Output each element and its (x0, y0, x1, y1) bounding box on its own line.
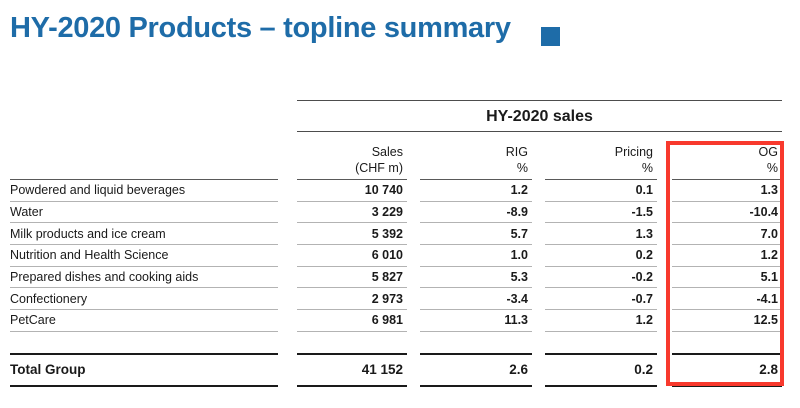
row-rig-value: -8.9 (420, 202, 532, 224)
column-header-label: OG (758, 145, 778, 159)
column-header-label: Pricing (614, 145, 653, 159)
row-rig-value: 1.2 (420, 180, 532, 202)
row-label: Prepared dishes and cooking aids (10, 267, 278, 289)
row-og-value: -10.4 (672, 202, 782, 224)
table-header-top-rule (297, 100, 782, 101)
row-pricing-value: -0.7 (545, 288, 657, 311)
row-label: PetCare (10, 310, 278, 332)
row-pricing-value: 0.2 (545, 245, 657, 267)
row-sales-value: 5 392 (297, 223, 407, 246)
row-sales-value: 6 010 (297, 245, 407, 267)
row-pricing-value: -1.5 (545, 202, 657, 224)
column-header-sub: % (641, 161, 653, 175)
og-column-highlight-box (666, 141, 784, 386)
table-row: Powdered and liquid beverages 10 740 1.2… (10, 180, 782, 202)
total-og-value: 2.8 (672, 352, 782, 388)
table-header-bottom-rule (297, 131, 782, 132)
table-row: Confectionery 2 973 -3.4 -0.7 -4.1 (10, 288, 782, 311)
table-row: PetCare 6 981 11.3 1.2 12.5 (10, 310, 782, 332)
row-sales-value: 10 740 (297, 180, 407, 202)
column-header-sub: % (516, 161, 528, 175)
row-rig-value: 5.3 (420, 267, 532, 289)
row-rig-value: 5.7 (420, 223, 532, 246)
column-header-label: RIG (505, 145, 528, 159)
row-label: Nutrition and Health Science (10, 245, 278, 267)
row-rig-value: 11.3 (420, 310, 532, 332)
column-header-sub: (CHF m) (355, 161, 403, 175)
row-og-value: 5.1 (672, 267, 782, 289)
table-body: Powdered and liquid beverages 10 740 1.2… (10, 180, 782, 388)
row-og-value: 1.3 (672, 180, 782, 202)
row-og-value: 7.0 (672, 223, 782, 246)
title-accent-square (541, 27, 560, 46)
row-label: Confectionery (10, 288, 278, 311)
column-header-og: OG % (672, 131, 782, 180)
row-sales-value: 6 981 (297, 310, 407, 332)
column-header-sales: Sales (CHF m) (297, 131, 407, 180)
column-header-pricing: Pricing % (545, 131, 657, 180)
table-column-headers: Sales (CHF m) RIG % Pricing % OG % (10, 131, 782, 180)
total-label: Total Group (10, 352, 278, 388)
row-label: Water (10, 202, 278, 224)
row-og-value: -4.1 (672, 288, 782, 311)
row-pricing-value: -0.2 (545, 267, 657, 289)
column-header-label: Sales (371, 145, 403, 159)
table-total-row: Total Group 41 152 2.6 0.2 2.8 (10, 352, 782, 388)
row-label: Powdered and liquid beverages (10, 180, 278, 202)
row-og-value: 1.2 (672, 245, 782, 267)
table-row: Prepared dishes and cooking aids 5 827 5… (10, 267, 782, 289)
row-rig-value: -3.4 (420, 288, 532, 311)
row-pricing-value: 1.2 (545, 310, 657, 332)
total-pricing-value: 0.2 (545, 352, 657, 388)
page-title: HY-2020 Products – topline summary (10, 12, 511, 44)
column-header-empty (10, 131, 278, 180)
row-pricing-value: 0.1 (545, 180, 657, 202)
column-header-sub: % (766, 161, 778, 175)
table-row: Nutrition and Health Science 6 010 1.0 0… (10, 245, 782, 267)
table-row: Milk products and ice cream 5 392 5.7 1.… (10, 223, 782, 246)
table-group-header: HY-2020 sales (486, 108, 593, 125)
total-rig-value: 2.6 (420, 352, 532, 388)
total-sales-value: 41 152 (297, 352, 407, 388)
row-sales-value: 5 827 (297, 267, 407, 289)
row-rig-value: 1.0 (420, 245, 532, 267)
row-sales-value: 3 229 (297, 202, 407, 224)
table-row: Water 3 229 -8.9 -1.5 -10.4 (10, 202, 782, 224)
row-sales-value: 2 973 (297, 288, 407, 311)
row-label: Milk products and ice cream (10, 223, 278, 246)
row-og-value: 12.5 (672, 310, 782, 332)
column-header-rig: RIG % (420, 131, 532, 180)
row-pricing-value: 1.3 (545, 223, 657, 246)
